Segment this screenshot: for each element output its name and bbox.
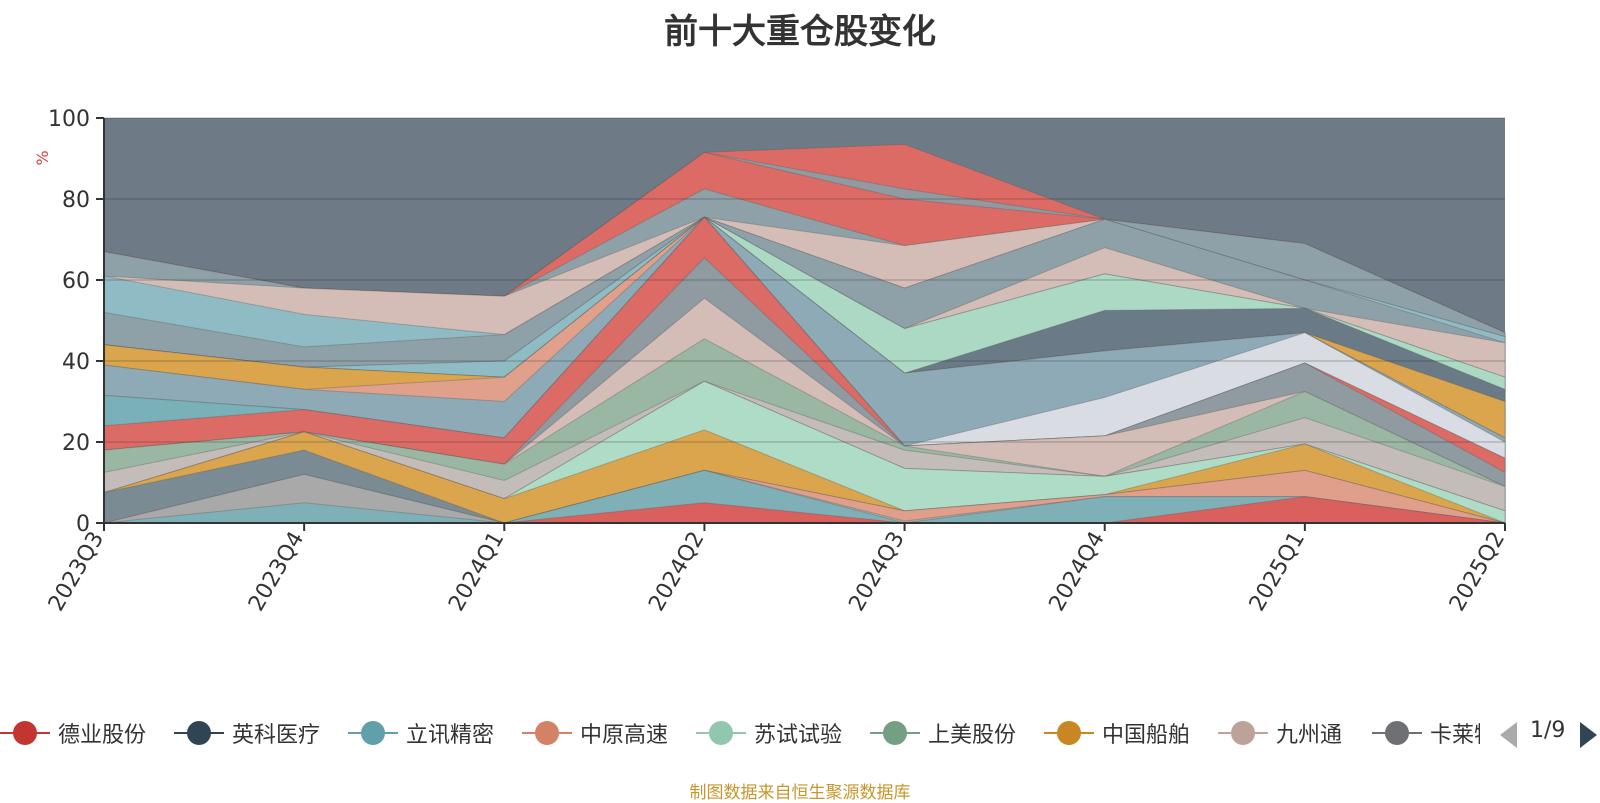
legend-page-indicator: 1/9 xyxy=(1530,718,1566,743)
chart-title: 前十大重仓股变化 xyxy=(664,12,936,52)
legend-item[interactable]: 英科医疗 xyxy=(174,716,320,750)
y-tick-label: 0 xyxy=(76,512,90,537)
legend-label: 上美股份 xyxy=(928,723,1017,748)
legend-label: 苏试试验 xyxy=(754,723,843,748)
legend-label: 九州通 xyxy=(1276,723,1343,748)
legend-item[interactable]: 苏试试验 xyxy=(696,716,842,750)
legend-label: 中国船舶 xyxy=(1102,723,1191,748)
y-tick-label: 20 xyxy=(62,431,90,456)
x-tick-label: 2025Q2 xyxy=(1445,528,1510,616)
x-tick-label: 2025Q1 xyxy=(1245,528,1310,616)
x-tick-label: 2023Q3 xyxy=(44,528,109,616)
y-axis-label: % xyxy=(33,150,52,165)
legend-marker-icon xyxy=(174,721,224,745)
legend-next-page-arrow-icon[interactable] xyxy=(1580,722,1597,748)
legend-marker-icon xyxy=(348,721,398,745)
legend-item[interactable]: 德业股份 xyxy=(0,716,146,750)
y-tick-label: 60 xyxy=(62,269,90,294)
legend-label: 立讯精密 xyxy=(406,723,495,748)
legend-marker-icon xyxy=(1218,721,1268,745)
y-tick-label: 40 xyxy=(62,350,90,375)
legend-item[interactable]: 卡莱特 xyxy=(1372,716,1480,750)
legend-marker-icon xyxy=(870,721,920,745)
legend-item[interactable]: 立讯精密 xyxy=(348,716,494,750)
legend-marker-icon xyxy=(696,721,746,745)
x-tick-label: 2024Q4 xyxy=(1045,528,1110,616)
grid-lines xyxy=(104,117,1505,443)
legend-label: 卡莱特 xyxy=(1430,723,1480,748)
legend-pager: 1/9 xyxy=(1496,716,1600,750)
legend-marker-icon xyxy=(1372,721,1422,745)
x-tick-label: 2024Q2 xyxy=(644,528,709,616)
x-tick-label: 2024Q3 xyxy=(844,528,909,616)
x-tick-label: 2024Q1 xyxy=(444,528,509,616)
legend-marker-icon xyxy=(0,721,50,745)
legend-label: 德业股份 xyxy=(58,723,147,748)
legend-label: 中原高速 xyxy=(580,723,669,748)
chart-plot: 0 20 40 60 80 100 2023Q3 2023Q4 2024Q1 2024Q2 2024… xyxy=(33,107,1510,616)
area-layers xyxy=(103,143,1506,524)
legend-marker-icon xyxy=(1044,721,1094,745)
legend-marker-icon xyxy=(522,721,572,745)
legend-item[interactable]: 上美股份 xyxy=(870,716,1016,750)
legend-prev-page-arrow-icon[interactable] xyxy=(1500,722,1517,748)
y-tick-label: 80 xyxy=(62,188,90,213)
source-note: 制图数据来自恒生聚源数据库 xyxy=(689,783,911,803)
y-tick-label: 100 xyxy=(48,107,90,132)
legend-item[interactable]: 九州通 xyxy=(1218,716,1342,750)
legend: 德业股份 英科医疗 立讯精密 中原高速 苏试试验 上美股份 中国船舶 九州通 卡莱特 xyxy=(0,716,1480,750)
x-tick-label: 2023Q4 xyxy=(244,528,309,616)
legend-label: 英科医疗 xyxy=(232,723,321,748)
legend-item[interactable]: 中国船舶 xyxy=(1044,716,1190,750)
legend-item[interactable]: 中原高速 xyxy=(522,716,668,750)
